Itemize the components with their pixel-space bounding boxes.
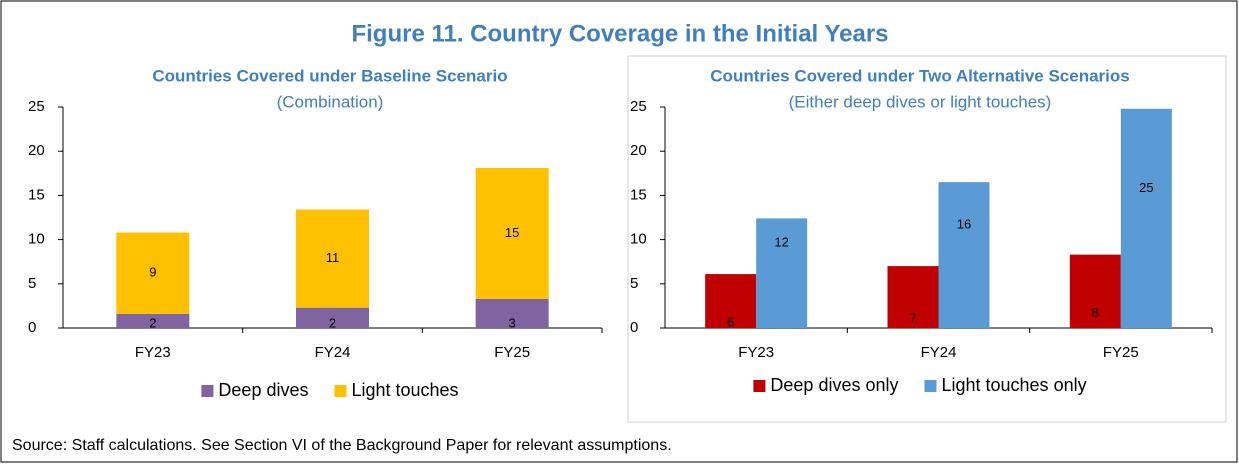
value-label: 2: [149, 315, 156, 330]
bar-segment: [116, 313, 190, 328]
legend-swatch: [924, 380, 937, 392]
y-tick-label: 15: [630, 186, 647, 203]
panel-border: [627, 55, 1227, 423]
bar: [1120, 108, 1172, 328]
legend-label: Deep dives only: [770, 375, 898, 395]
x-tick-label: FY23: [135, 344, 171, 361]
y-tick-label: 15: [28, 186, 45, 203]
figure-title: Figure 11. Country Coverage in the Initi…: [351, 20, 888, 47]
x-tick-label: FY23: [738, 344, 774, 361]
legend-label: Light touches: [351, 380, 458, 400]
x-tick-label: FY24: [315, 344, 351, 361]
y-tick-label: 0: [630, 319, 638, 336]
legend-label: Deep dives: [218, 380, 308, 400]
bar: [705, 274, 757, 328]
value-label: 15: [505, 225, 519, 240]
y-tick-label: 5: [28, 275, 36, 292]
value-label: 2: [329, 315, 336, 330]
value-label: 8: [1092, 305, 1099, 320]
y-tick-label: 0: [28, 319, 36, 336]
bar-segment: [116, 232, 190, 314]
value-label: 16: [957, 217, 971, 232]
value-label: 7: [909, 310, 916, 325]
x-tick-label: FY25: [494, 344, 530, 361]
bar: [938, 182, 990, 328]
y-tick-label: 25: [630, 98, 647, 115]
x-tick-label: FY25: [1103, 344, 1139, 361]
chart-subtitle: (Combination): [277, 92, 384, 111]
bar: [887, 266, 939, 328]
bar-segment: [475, 167, 549, 299]
value-label: 3: [509, 315, 516, 330]
bar-segment: [475, 298, 549, 328]
y-tick-label: 25: [28, 98, 45, 115]
x-tick-label: FY24: [921, 344, 957, 361]
value-label: 11: [326, 250, 340, 265]
y-tick-label: 10: [630, 231, 647, 248]
value-label: 6: [727, 314, 734, 329]
bar: [1069, 254, 1121, 328]
bar-segment: [296, 307, 369, 328]
value-label: 12: [774, 235, 788, 250]
value-label: 9: [149, 265, 156, 280]
legend-label: Light touches only: [941, 375, 1086, 395]
bar-segment: [296, 209, 369, 308]
y-tick-label: 20: [28, 142, 45, 159]
legend-swatch: [753, 380, 766, 392]
y-tick-label: 10: [28, 231, 45, 248]
legend-swatch: [201, 385, 214, 397]
y-tick-label: 20: [630, 142, 647, 159]
chart-subtitle: (Either deep dives or light touches): [789, 92, 1052, 111]
bar: [756, 218, 808, 328]
value-label: 25: [1139, 180, 1153, 195]
source-note: Source: Staff calculations. See Section …: [12, 437, 672, 454]
legend-swatch: [334, 385, 347, 397]
y-tick-label: 5: [630, 275, 638, 292]
chart-title: Countries Covered under Two Alternative …: [710, 66, 1129, 85]
chart-title: Countries Covered under Baseline Scenari…: [152, 66, 507, 85]
